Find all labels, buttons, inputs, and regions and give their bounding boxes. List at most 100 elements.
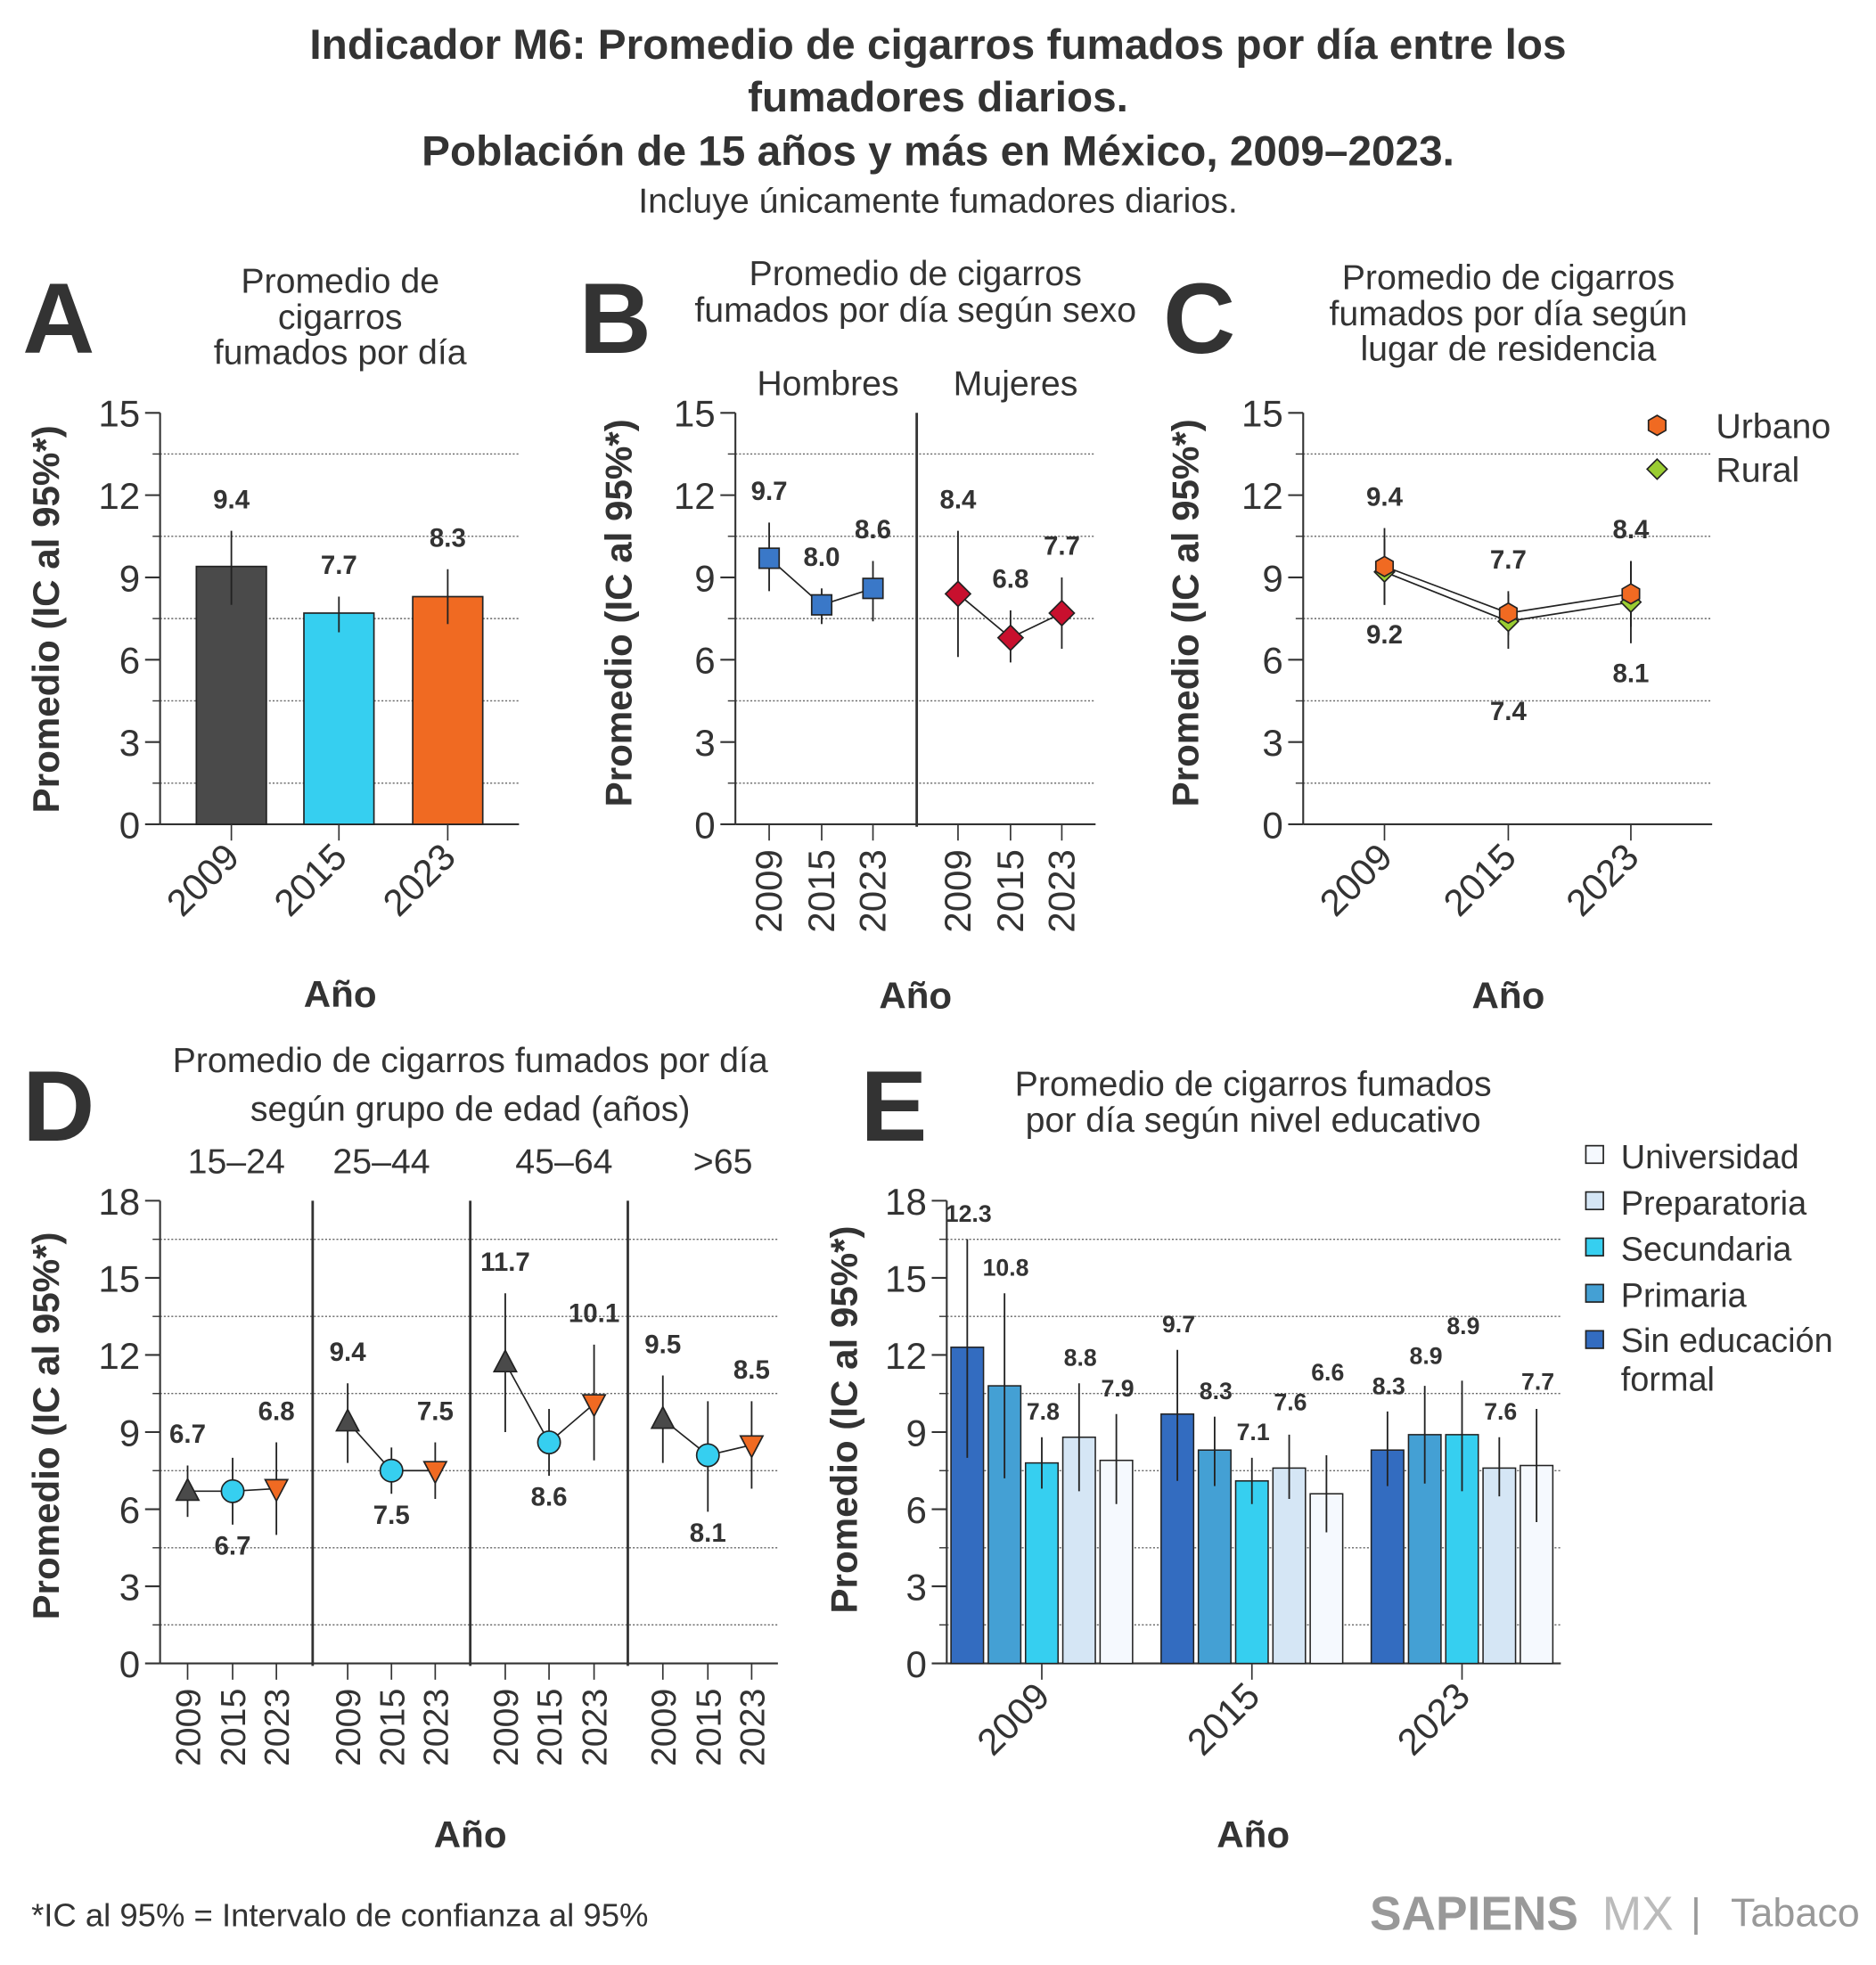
panel-title: según grupo de edad (años): [250, 1090, 691, 1129]
panel-title: lugar de residencia: [1360, 329, 1656, 368]
y-axis-label: Promedio (IC al 95%*): [25, 1232, 67, 1619]
group-header: Hombres: [757, 364, 898, 404]
data-label: 8.6: [531, 1483, 568, 1512]
data-label: 7.1: [1237, 1419, 1270, 1445]
y-tick-label: 15: [98, 1257, 140, 1299]
triangle-up-marker: [335, 1407, 361, 1432]
x-tick-label: 2023: [1558, 835, 1646, 923]
square-marker: [810, 594, 833, 616]
circle-marker: [379, 1458, 404, 1483]
data-label: 7.9: [1101, 1375, 1134, 1402]
legend-swatch: [1585, 1330, 1604, 1349]
data-label: 8.3: [1372, 1372, 1405, 1399]
data-label: 8.1: [690, 1519, 726, 1548]
x-tick-label: 2023: [375, 835, 463, 923]
y-axis-label: Promedio (IC al 95%*): [1164, 419, 1206, 806]
panel-letter: C: [1163, 262, 1235, 374]
x-axis-label: Año: [879, 974, 952, 1016]
legend-label: formal: [1621, 1362, 1715, 1399]
data-label: 7.6: [1484, 1398, 1517, 1425]
y-tick-label: 3: [119, 722, 140, 764]
x-tick-label: 2023: [852, 849, 894, 933]
triangle-up-marker: [650, 1404, 676, 1429]
x-tick-label: 2015: [373, 1689, 412, 1766]
y-tick-label: 6: [119, 1489, 140, 1531]
data-label: 11.7: [480, 1248, 530, 1277]
x-tick-label: 2009: [969, 1674, 1057, 1763]
data-label: 6.7: [215, 1532, 251, 1561]
square-marker: [758, 547, 781, 569]
bar: [1234, 1480, 1269, 1665]
data-label: 6.8: [258, 1396, 295, 1426]
logo: SAPIENS MX | Tabaco: [1370, 1888, 1860, 1941]
diamond-marker: [1048, 599, 1076, 627]
y-tick-label: 15: [885, 1257, 927, 1299]
x-tick-label: 2015: [266, 835, 354, 923]
y-tick-label: 12: [1241, 475, 1283, 517]
data-label: 7.4: [1490, 697, 1528, 726]
x-tick-label: 2015: [1179, 1674, 1267, 1763]
x-tick-label: 2023: [416, 1689, 455, 1766]
x-tick-label: 2015: [989, 849, 1031, 933]
data-label: 7.8: [1027, 1398, 1060, 1425]
data-label: 9.7: [1162, 1311, 1195, 1338]
x-tick-label: 2009: [487, 1689, 526, 1766]
legend-label: Preparatoria: [1621, 1185, 1807, 1223]
axes: 0 3 6 9 12 15 18: [885, 1181, 1561, 1685]
x-axis-label: Año: [304, 973, 377, 1015]
data-label: 7.5: [373, 1501, 410, 1530]
triangle-up-marker: [492, 1348, 518, 1373]
data-label: 9.4: [1366, 482, 1404, 512]
y-tick-label: 0: [694, 804, 715, 846]
panel-letter: A: [22, 262, 94, 374]
logo-mx: MX: [1602, 1888, 1674, 1941]
data-label: 10.1: [569, 1299, 619, 1329]
data-label: 12.3: [946, 1200, 992, 1227]
data-label: 8.1: [1612, 659, 1649, 688]
square-marker: [862, 577, 884, 600]
data-label: 8.4: [1612, 515, 1650, 544]
data-label: 9.4: [213, 485, 250, 514]
hexagon-marker: [1374, 555, 1395, 577]
panel-letter: D: [22, 1050, 94, 1162]
x-tick-label: 2009: [644, 1689, 684, 1766]
panel-title: cigarros: [278, 298, 403, 337]
axes: 0 3 6 9 12 15: [98, 393, 520, 846]
x-tick-label: 2009: [329, 1689, 368, 1766]
subtitle: Incluye únicamente fumadores diarios.: [638, 182, 1238, 221]
legend-label: Rural: [1716, 450, 1799, 489]
y-tick-label: 12: [674, 475, 716, 517]
logo-topic: Tabaco: [1731, 1889, 1860, 1935]
title-line-1: Indicador M6: Promedio de cigarros fumad…: [309, 21, 1566, 69]
x-tick-label: 2009: [169, 1689, 209, 1766]
data-label: 8.4: [939, 485, 977, 514]
triangle-down-marker: [739, 1435, 765, 1460]
x-tick-label: 2023: [733, 1689, 772, 1766]
bar: [412, 595, 484, 825]
y-tick-label: 9: [694, 557, 715, 599]
y-tick-label: 6: [1262, 640, 1282, 682]
diamond-marker: [944, 580, 972, 608]
data-label: 8.5: [733, 1355, 770, 1385]
y-tick-label: 9: [119, 1412, 140, 1453]
y-tick-label: 6: [694, 640, 715, 682]
hexagon-marker: [1498, 602, 1518, 625]
y-tick-label: 0: [1262, 804, 1282, 846]
panel-title: fumados por día según sexo: [694, 291, 1136, 330]
y-tick-label: 0: [905, 1643, 926, 1685]
x-tick-label: 2015: [800, 849, 842, 933]
data-label: 6.8: [992, 565, 1028, 594]
y-tick-label: 0: [119, 1643, 140, 1685]
panel-title: Promedio de cigarros: [750, 254, 1082, 293]
y-tick-label: 6: [905, 1489, 926, 1531]
data-label: 7.7: [1521, 1368, 1554, 1395]
x-tick-label: 2023: [1389, 1674, 1478, 1763]
data-label: 7.7: [1490, 545, 1527, 575]
group-header: >65: [693, 1142, 753, 1182]
y-tick-label: 12: [885, 1335, 927, 1377]
x-tick-label: 2009: [1312, 835, 1400, 923]
hexagon-marker: [1647, 414, 1667, 437]
data-label: 8.0: [804, 543, 840, 572]
x-tick-label: 2015: [530, 1689, 569, 1766]
